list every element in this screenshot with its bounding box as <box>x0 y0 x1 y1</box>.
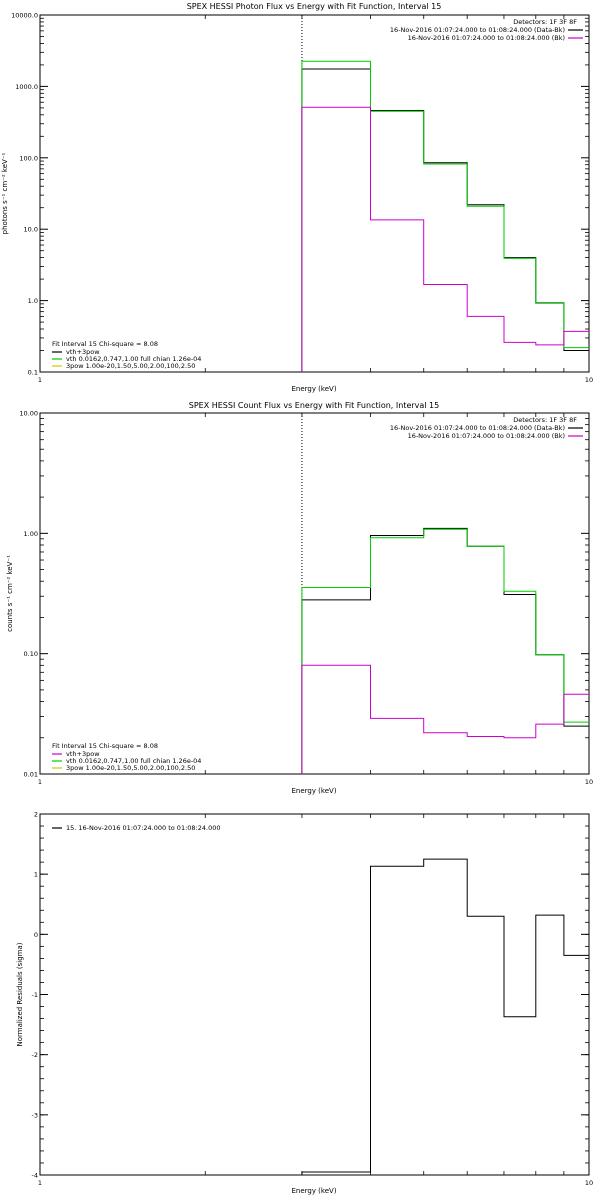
y-tick-label: -3 <box>32 1111 38 1119</box>
y-axis-label: photons s⁻¹ cm⁻² keV⁻¹ <box>1 152 9 234</box>
y-tick-label: 10000.0 <box>11 12 38 20</box>
legend-entry: vth+3pow <box>66 348 100 356</box>
x-tick-label: 10 <box>585 778 593 786</box>
legend-header: Detectors: 1F 3F 8F <box>513 416 577 424</box>
y-tick-label: 1.00 <box>24 530 38 538</box>
plot-frame <box>39 14 590 373</box>
series-line <box>301 528 589 774</box>
x-tick-label: 1 <box>38 778 42 786</box>
series-line <box>301 664 589 774</box>
x-tick-label: 1 <box>38 1179 42 1187</box>
series-line <box>301 106 589 372</box>
series-line <box>301 60 589 372</box>
legend-top: 15. 16-Nov-2016 01:07:24.000 to 01:08:24… <box>52 824 220 832</box>
y-tick-label: 10.0 <box>24 226 38 234</box>
legend-entry: 3pow 1.00e-20,1.50,5.00,2.00,100,2.50 <box>66 764 195 772</box>
legend-entry: vth 0.0162,0.747,1.00 full chian 1.26e-0… <box>66 355 201 363</box>
legend-entry: 16-Nov-2016 01:07:24.000 to 01:08:24.000… <box>390 26 565 34</box>
legend-entry: 3pow 1.00e-20,1.50,5.00,2.00,100,2.50 <box>66 362 195 370</box>
chart-title: SPEX HESSI Photon Flux vs Energy with Fi… <box>187 2 442 11</box>
series-line <box>301 858 589 1175</box>
y-tick-label: 1000.0 <box>15 83 38 91</box>
legend-entry: vth+3pow <box>66 750 100 758</box>
y-tick-label: 1 <box>34 871 38 879</box>
y-tick-label: -1 <box>32 991 38 999</box>
x-axis-label: Energy (keV) <box>291 787 336 795</box>
y-tick-label: 0 <box>34 931 38 939</box>
plot-frame <box>39 813 590 1176</box>
y-tick-label: 100.0 <box>19 154 38 162</box>
y-tick-label: 10.00 <box>19 410 38 418</box>
y-tick-label: 0.01 <box>24 771 38 779</box>
legend-header: Detectors: 1F 3F 8F <box>513 18 577 26</box>
y-tick-label: -4 <box>32 1172 38 1180</box>
photon-flux-chart: SPEX HESSI Photon Flux vs Energy with Fi… <box>1 2 593 393</box>
series-line <box>301 68 589 372</box>
legend-entry: 15. 16-Nov-2016 01:07:24.000 to 01:08:24… <box>66 824 220 832</box>
y-axis-label: counts s⁻¹ cm⁻² keV⁻¹ <box>6 555 14 632</box>
series-line <box>301 527 589 774</box>
legend-bottom: Fit Interval 15 Chi-square = 8.08 vth+3p… <box>52 340 201 370</box>
plot-frame <box>39 412 590 775</box>
residuals-chart: -4 -3 -2 -1 0 1 2 1 10 Energy (keV) Normalized R… <box>16 811 593 1196</box>
legend-entry: 16-Nov-2016 01:07:24.000 to 01:08:24.000… <box>408 34 565 42</box>
legend-top: Detectors: 1F 3F 8F 16-Nov-2016 01:07:24… <box>390 416 583 440</box>
x-axis-label: Energy (keV) <box>291 385 336 393</box>
legend-header: Fit Interval 15 Chi-square = 8.08 <box>52 340 158 348</box>
y-tick-label: 0.1 <box>28 369 38 377</box>
y-tick-label: 0.10 <box>24 650 38 658</box>
count-flux-chart: SPEX HESSI Count Flux vs Energy with Fit… <box>6 401 593 795</box>
x-tick-label: 10 <box>585 1179 593 1187</box>
x-axis-label: Energy (keV) <box>291 1187 336 1195</box>
legend-top: Detectors: 1F 3F 8F 16-Nov-2016 01:07:24… <box>390 18 583 42</box>
legend-entry: vth 0.0162,0.747,1.00 full chian 1.26e-0… <box>66 757 201 765</box>
chart-title: SPEX HESSI Count Flux vs Energy with Fit… <box>189 401 440 410</box>
x-tick-label: 10 <box>585 376 593 384</box>
y-tick-label: 1.0 <box>28 297 38 305</box>
y-tick-label: -2 <box>32 1051 38 1059</box>
legend-entry: 16-Nov-2016 01:07:24.000 to 01:08:24.000… <box>408 432 565 440</box>
x-tick-label: 1 <box>38 376 42 384</box>
legend-header: Fit Interval 15 Chi-square = 8.08 <box>52 742 158 750</box>
legend-entry: 16-Nov-2016 01:07:24.000 to 01:08:24.000… <box>390 424 565 432</box>
y-tick-label: 2 <box>34 811 38 819</box>
legend-bottom: Fit Interval 15 Chi-square = 8.08 vth+3p… <box>52 742 201 772</box>
y-axis-label: Normalized Residuals (sigma) <box>16 942 24 1046</box>
